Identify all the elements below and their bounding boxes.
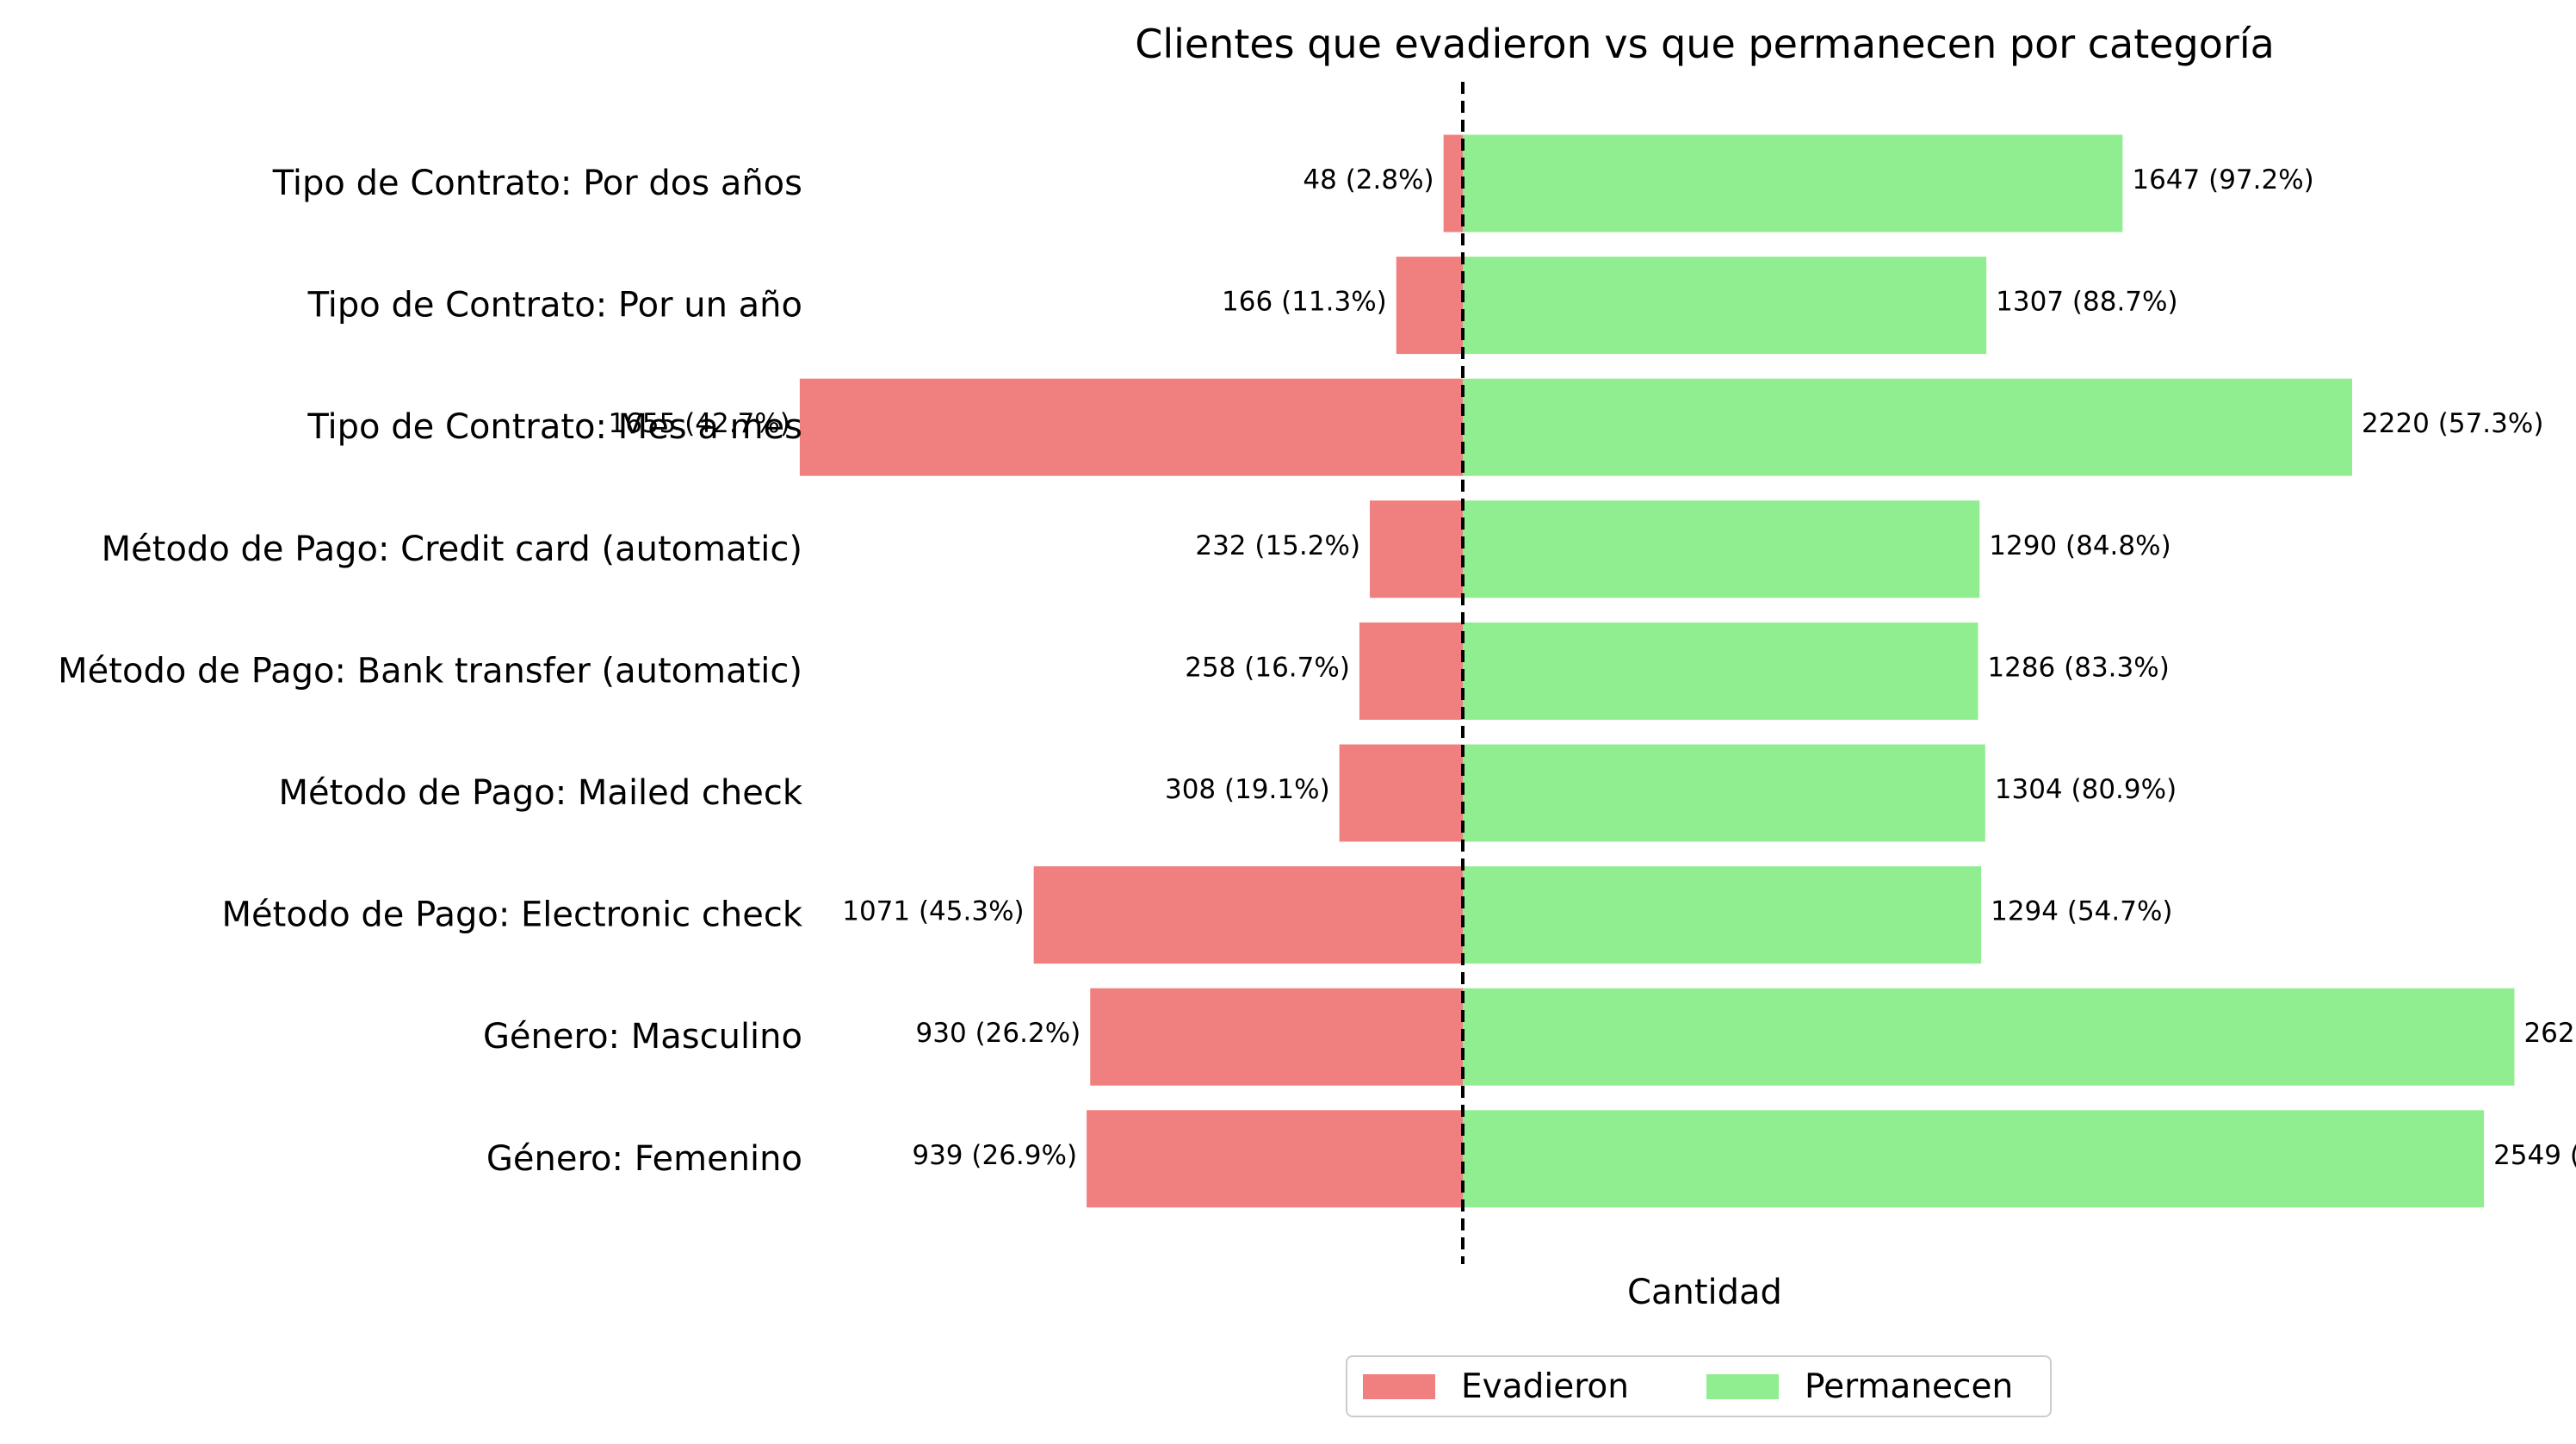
data-label-evadieron: 939 (26.9%)	[912, 1140, 1077, 1171]
legend-swatch-permanecen	[1706, 1374, 1779, 1399]
category-label: Método de Pago: Electronic check	[222, 896, 803, 935]
data-label-permanecen: 1294 (54.7%)	[1991, 896, 2172, 927]
data-label-permanecen: 1647 (97.2%)	[2132, 164, 2313, 195]
bar-permanecen	[1463, 866, 1981, 964]
bar-permanecen	[1463, 379, 2352, 476]
data-label-evadieron: 166 (11.3%)	[1222, 287, 1387, 318]
category-label: Método de Pago: Credit card (automatic)	[102, 530, 802, 569]
data-label-permanecen: 2625 (73.8%)	[2523, 1018, 2576, 1049]
data-label-evadieron: 1071 (45.3%)	[842, 896, 1024, 927]
category-label: Tipo de Contrato: Mes a mes	[307, 407, 802, 447]
data-label-permanecen: 1290 (84.8%)	[1989, 530, 2170, 561]
bar-permanecen	[1463, 745, 1985, 842]
bar-permanecen	[1463, 500, 1979, 598]
bar-permanecen	[1463, 988, 2514, 1086]
data-label-permanecen: 1286 (83.3%)	[1987, 652, 2169, 683]
data-label-permanecen: 1304 (80.9%)	[1995, 774, 2177, 805]
legend-label-evadieron: Evadieron	[1461, 1367, 1629, 1406]
category-label: Tipo de Contrato: Por un año	[307, 286, 802, 325]
bar-evadieron	[1444, 135, 1463, 232]
category-label: Método de Pago: Bank transfer (automatic…	[58, 651, 802, 691]
data-label-evadieron: 258 (16.7%)	[1185, 652, 1350, 683]
data-label-permanecen: 2220 (57.3%)	[2362, 408, 2543, 439]
bar-permanecen	[1463, 1110, 2484, 1207]
legend-swatch-evadieron	[1363, 1374, 1435, 1399]
data-label-evadieron: 308 (19.1%)	[1165, 774, 1330, 805]
legend-item-permanecen: Permanecen	[1706, 1367, 2013, 1406]
category-label: Género: Masculino	[483, 1017, 802, 1057]
bar-permanecen	[1463, 135, 2122, 232]
data-label-evadieron: 48 (2.8%)	[1303, 164, 1434, 195]
data-label-permanecen: 2549 (73.1%)	[2493, 1140, 2576, 1171]
bar-permanecen	[1463, 623, 1978, 720]
bar-evadieron	[1396, 257, 1463, 354]
data-label-permanecen: 1307 (88.7%)	[1996, 287, 2177, 318]
chart-title: Clientes que evadieron vs que permanecen…	[1135, 21, 2275, 67]
x-axis-label: Cantidad	[1627, 1273, 1782, 1312]
bar-evadieron	[800, 379, 1463, 476]
bar-evadieron	[1090, 988, 1463, 1086]
legend-label-permanecen: Permanecen	[1805, 1367, 2013, 1406]
legend: Evadieron Permanecen	[1346, 1355, 2052, 1417]
legend-item-evadieron: Evadieron	[1363, 1367, 1629, 1406]
category-labels: Tipo de Contrato: Por dos años Tipo de Co…	[58, 164, 803, 1179]
category-label: Método de Pago: Mailed check	[278, 773, 802, 813]
bar-evadieron	[1034, 866, 1463, 964]
bar-evadieron	[1340, 745, 1463, 842]
category-label: Tipo de Contrato: Por dos años	[272, 164, 802, 203]
bar-evadieron	[1359, 623, 1463, 720]
data-label-evadieron: 930 (26.2%)	[916, 1018, 1081, 1049]
data-label-evadieron: 232 (15.2%)	[1195, 530, 1360, 561]
bar-evadieron	[1370, 500, 1463, 598]
bar-permanecen	[1463, 257, 1986, 354]
category-label: Género: Femenino	[486, 1139, 802, 1179]
bar-evadieron	[1087, 1110, 1463, 1207]
